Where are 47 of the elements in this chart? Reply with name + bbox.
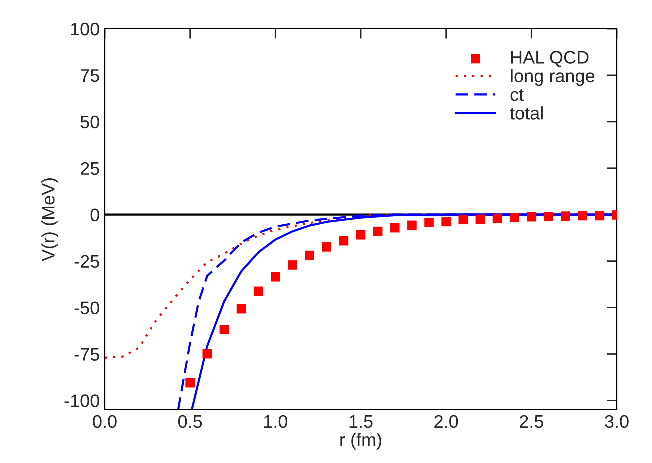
y-tick-label: 25 bbox=[80, 162, 100, 176]
point bbox=[390, 223, 400, 233]
point bbox=[544, 212, 554, 222]
x-axis-title: r (fm) bbox=[340, 433, 382, 450]
point bbox=[356, 230, 366, 240]
x-tick-label: 2.0 bbox=[434, 415, 458, 428]
y-tick-label: -50 bbox=[74, 302, 100, 314]
point bbox=[578, 211, 588, 221]
y-tick-label: -25 bbox=[74, 255, 100, 268]
point bbox=[424, 218, 434, 228]
y-tick-label: 100 bbox=[71, 22, 100, 36]
x-tick-label: 3.0 bbox=[605, 415, 629, 428]
point bbox=[271, 272, 280, 282]
x-tick-label: 1.5 bbox=[350, 416, 373, 428]
x-tick-label: 0.0 bbox=[93, 415, 117, 428]
point bbox=[236, 304, 246, 314]
point bbox=[254, 286, 264, 296]
point bbox=[186, 378, 195, 388]
point bbox=[373, 226, 383, 236]
legend-label: HAL QCD bbox=[511, 51, 589, 68]
point bbox=[510, 213, 520, 222]
point bbox=[339, 236, 349, 246]
y-tick-label: 75 bbox=[80, 70, 100, 82]
y-tick-label: 50 bbox=[80, 116, 100, 129]
y-tick-label: 0 bbox=[90, 208, 100, 222]
point bbox=[442, 217, 451, 227]
point bbox=[408, 220, 417, 230]
point bbox=[305, 250, 314, 260]
legend-label: total bbox=[510, 106, 543, 120]
x-tick-label: 2.5 bbox=[520, 415, 544, 428]
point bbox=[202, 349, 212, 359]
point bbox=[527, 212, 536, 222]
point bbox=[458, 215, 468, 225]
y-tick-label: -75 bbox=[74, 348, 100, 361]
point bbox=[288, 260, 298, 270]
point bbox=[492, 214, 502, 224]
point bbox=[220, 325, 230, 334]
y-tick-label: -100 bbox=[64, 394, 100, 408]
point bbox=[476, 214, 486, 224]
legend-label: long range bbox=[511, 69, 595, 86]
point bbox=[322, 242, 332, 252]
x-tick-label: 1.0 bbox=[264, 415, 288, 428]
legend-label: ct bbox=[510, 89, 524, 102]
y-axis-title: V(r) (MeV) bbox=[42, 178, 58, 262]
x-tick-label: 0.5 bbox=[178, 415, 202, 428]
point bbox=[561, 212, 570, 221]
point bbox=[595, 211, 605, 221]
